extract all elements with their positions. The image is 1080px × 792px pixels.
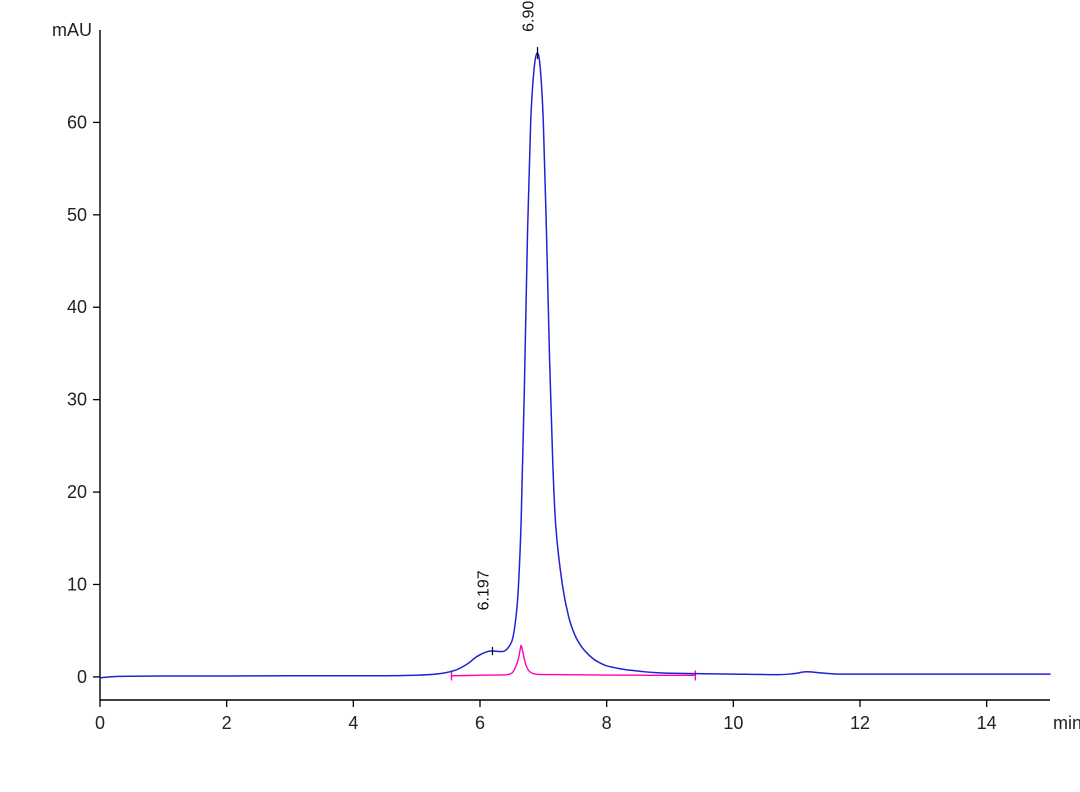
y-tick-label: 30 [67,390,87,410]
signal-trace [100,53,1050,678]
x-axis-label: min [1053,713,1080,733]
x-tick-label: 14 [977,713,997,733]
x-tick-label: 8 [602,713,612,733]
peak-label: 6.908 [521,0,538,32]
peak-label: 6.197 [475,570,492,610]
y-tick-label: 20 [67,482,87,502]
x-tick-label: 0 [95,713,105,733]
y-tick-label: 10 [67,574,87,594]
y-tick-label: 0 [77,667,87,687]
y-tick-label: 40 [67,297,87,317]
y-tick-label: 50 [67,205,87,225]
baseline-trace [452,645,696,675]
x-tick-label: 10 [723,713,743,733]
y-tick-label: 60 [67,112,87,132]
chromatogram-chart: 0 2 4 6 8 10 12 14 min 0 10 20 30 40 50 60 mAU 6.197 6.908 [0,0,1080,792]
x-tick-label: 2 [222,713,232,733]
peak-label-group: 6.197 [475,570,492,610]
chromatogram-svg: 0 2 4 6 8 10 12 14 min 0 10 20 30 40 50 60 mAU 6.197 6.908 [0,0,1080,792]
x-tick-label: 4 [348,713,358,733]
y-axis-label: mAU [52,20,92,40]
x-tick-label: 6 [475,713,485,733]
x-tick-label: 12 [850,713,870,733]
peak-label-group: 6.908 [521,0,538,32]
